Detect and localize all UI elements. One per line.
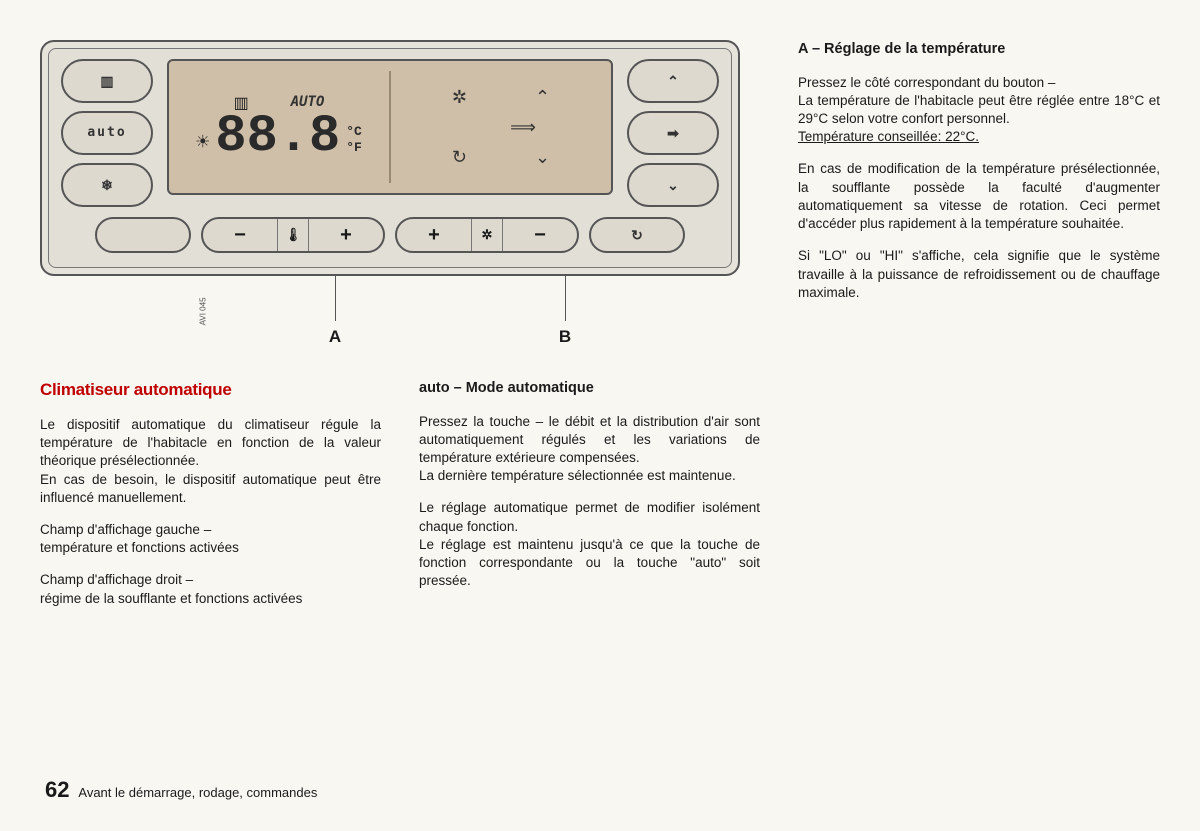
heading-auto-mode: auto – Mode automatique — [419, 379, 760, 399]
col1-p2: En cas de besoin, le dispositif automati… — [40, 472, 381, 505]
vent-down-button: ⌄ — [627, 163, 719, 207]
page-number: 62 — [45, 777, 69, 802]
lcd-temp-value: 88.8 — [215, 114, 340, 161]
col3-p4: En cas de modification de la température… — [798, 160, 1160, 233]
heading-climatiseur: Climatiseur automatique — [40, 379, 381, 402]
lcd-recirc-icon: ↻ — [452, 145, 467, 169]
defrost-rear-button: ▥ — [61, 59, 153, 103]
rockerA-minus: − — [203, 219, 278, 251]
lcd-vent-up-icon: ⌃ — [535, 85, 550, 109]
rockerB-minus: − — [503, 219, 577, 251]
pointer-label-A: A — [325, 276, 345, 349]
pointer-label-B: B — [555, 276, 575, 349]
col3-p1: Pressez le côté correspondant du bouton … — [798, 75, 1055, 90]
heading-reglage-temp: A – Réglage de la température — [798, 40, 1160, 60]
lcd-sun-icon: ☀ — [196, 134, 209, 154]
lcd-unit-c: °C — [346, 124, 362, 140]
vent-mid-button: ➡ — [627, 111, 719, 155]
lcd-display: ▥ AUTO ☀ 88.8 °C °F — [167, 59, 613, 195]
lcd-vent-down-icon: ⌄ — [535, 145, 550, 169]
col3-p3: Température conseillée: 22°C. — [798, 129, 979, 144]
recirc-button: ↻ — [589, 217, 685, 253]
col1-p3: Champ d'affichage gauche – — [40, 522, 211, 537]
col2-p4: Le réglage est maintenu jusqu'à ce que l… — [419, 537, 760, 588]
vent-up-button: ⌃ — [627, 59, 719, 103]
temp-rocker-A: − 🌡 + — [201, 217, 385, 253]
spare-left-button — [95, 217, 191, 253]
rockerB-plus: + — [397, 219, 472, 251]
col2-p1: Pressez la touche – le débit et la distr… — [419, 414, 760, 465]
footer-text: Avant le démarrage, rodage, commandes — [78, 785, 317, 800]
ac-off-button: ❄ — [61, 163, 153, 207]
lcd-unit-d: °F — [346, 140, 362, 156]
image-code: AVI 045 — [199, 297, 210, 325]
col1-p4b: régime de la soufflante et fonctions act… — [40, 591, 302, 606]
col2-p3: Le réglage automatique permet de modifie… — [419, 500, 760, 533]
rockerB-fan-icon: ✲ — [472, 219, 503, 251]
col1-p1: Le dispositif automatique du climatiseur… — [40, 417, 381, 468]
col1-p3b: température et fonctions activées — [40, 540, 239, 555]
fan-rocker-B: + ✲ − — [395, 217, 579, 253]
col3-p5: Si "LO" ou "HI" s'affiche, cela signifie… — [798, 247, 1160, 302]
col2-p2: La dernière température sélectionnée est… — [419, 468, 736, 483]
col3-p2: La température de l'habitacle peut être … — [798, 93, 1160, 126]
auto-button: auto — [61, 111, 153, 155]
rockerA-plus: + — [309, 219, 383, 251]
rockerA-temp-icon: 🌡 — [278, 219, 309, 251]
page-footer: 62 Avant le démarrage, rodage, commandes — [45, 775, 317, 805]
lcd-fan-icon: ✲ — [452, 85, 467, 109]
lcd-vent-mid-icon: ⟹ — [510, 115, 536, 139]
col1-p4: Champ d'affichage droit – — [40, 572, 193, 587]
climate-panel-illustration: ▥ auto ❄ ▥ AUTO ☀ 88. — [40, 40, 740, 276]
